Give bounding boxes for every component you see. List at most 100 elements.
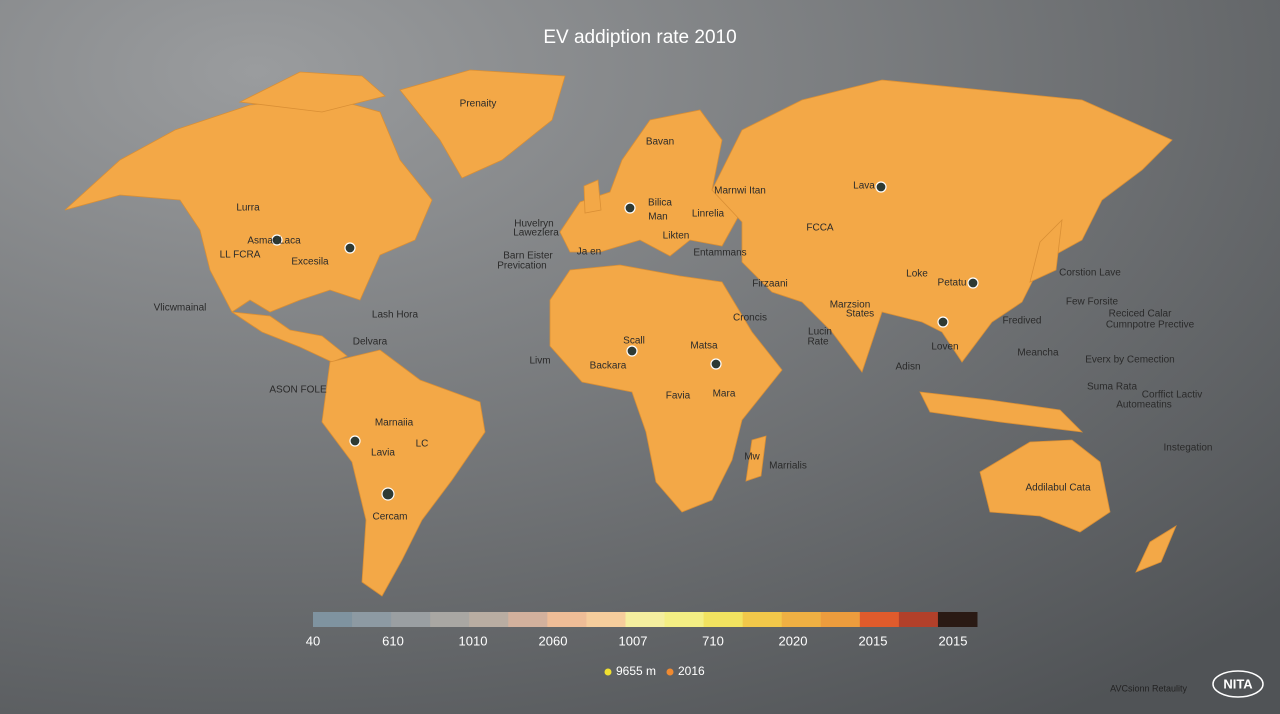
- new-zealand: [1135, 525, 1177, 573]
- place-label: Prevication: [497, 261, 546, 272]
- pin: [710, 358, 722, 370]
- colorbar-label: 1010: [459, 633, 488, 648]
- place-label: Vlicwmainal: [154, 303, 207, 314]
- pin: [937, 316, 949, 328]
- colorbar-label: 40: [306, 633, 320, 648]
- colorbar: 40 610 1010 2060 1007 710 2020 2015 2015: [306, 612, 978, 648]
- colorbar-swatch: [547, 612, 587, 627]
- place-label: Loke: [906, 269, 928, 280]
- colorbar-swatch: [781, 612, 822, 627]
- legend-label: 2016: [678, 664, 705, 678]
- footer: AVCsionn Retaulity: [1110, 683, 1187, 693]
- south-america: [321, 349, 486, 597]
- legend-dot: [666, 668, 674, 676]
- colorbar-label: 1007: [619, 633, 648, 648]
- colorbar-swatch: [391, 612, 431, 627]
- place-label: Lava: [853, 181, 875, 192]
- place-label: States: [846, 309, 874, 320]
- logo-ring: [1212, 670, 1264, 698]
- colorbar-swatch: [742, 612, 783, 627]
- place-label: Lawezlera: [513, 228, 559, 239]
- place-label: LC: [416, 439, 429, 450]
- place-label: Barn Eister: [503, 251, 553, 262]
- place-label: Likten: [663, 231, 690, 242]
- colorbar-label: 2015: [859, 633, 888, 648]
- colorbar-label: 2020: [779, 633, 808, 648]
- land: [64, 69, 1177, 597]
- place-label: Matsa: [690, 341, 718, 352]
- place-label: Automeatins: [1116, 400, 1172, 411]
- place-label: Suma Rata: [1087, 382, 1137, 393]
- legend-dot: [604, 668, 612, 676]
- place-label: Meancha: [1017, 348, 1059, 359]
- pin: [344, 242, 356, 254]
- legend: 9655 m 2016: [604, 664, 705, 678]
- place-label: ASON FOLE: [269, 385, 327, 396]
- place-label: Lucin: [808, 327, 832, 338]
- place-label: Livm: [529, 356, 550, 367]
- colorbar-swatch: [469, 612, 509, 627]
- place-label: Ja en: [577, 247, 601, 258]
- place-label: Few Forsite: [1066, 297, 1119, 308]
- colorbar-swatch: [586, 612, 626, 627]
- colorbar-swatch: [820, 612, 861, 627]
- pin: [381, 487, 395, 501]
- madagascar: [745, 435, 767, 482]
- place-label: Loven: [931, 342, 958, 353]
- place-label: Rate: [807, 337, 829, 348]
- place-label: Huvelryn: [514, 219, 553, 230]
- place-label: Cercam: [372, 512, 407, 523]
- place-label: Addilabul Cata: [1025, 483, 1090, 494]
- place-label: Man: [648, 212, 667, 223]
- place-label: Lash Hora: [372, 310, 419, 321]
- labels: Prenaity Bavan Lurra Asmar Laca LL FCRA Exces…: [154, 99, 1213, 523]
- colorbar-swatch: [625, 612, 666, 627]
- place-label: FCCA: [806, 223, 834, 234]
- colorbar-swatch: [430, 612, 470, 627]
- pins: [271, 181, 979, 501]
- colorbar-swatch: [937, 612, 978, 627]
- japan: [1029, 218, 1063, 283]
- greenland: [399, 69, 566, 179]
- colorbar-swatch: [313, 612, 353, 627]
- colorbar-swatch: [664, 612, 705, 627]
- place-label: Mw: [744, 452, 760, 463]
- colorbar-swatch: [703, 612, 744, 627]
- title: EV addiption rate 2010: [543, 27, 736, 48]
- colorbar-swatch: [352, 612, 392, 627]
- place-label: Entammans: [693, 248, 746, 259]
- place-label: Marrialis: [769, 461, 807, 472]
- place-label: Marzsion: [830, 300, 871, 311]
- place-label: Backara: [590, 361, 627, 372]
- pin: [624, 202, 636, 214]
- arctic-islands: [238, 71, 386, 113]
- australia: [979, 439, 1111, 533]
- colorbar-swatch: [898, 612, 939, 627]
- pin: [271, 234, 283, 246]
- britain: [583, 179, 602, 214]
- place-label: Petatu: [938, 278, 967, 289]
- place-label: Fredived: [1003, 316, 1042, 327]
- indonesia: [919, 391, 1084, 433]
- legend-label: 9655 m: [616, 664, 656, 678]
- place-label: Lavia: [371, 448, 395, 459]
- place-label: Reciced Calar: [1109, 309, 1172, 320]
- place-label: Croncis: [733, 313, 767, 324]
- logo: NITA: [1223, 676, 1253, 691]
- colorbar-swatch: [859, 612, 900, 627]
- place-label: Instegation: [1164, 443, 1213, 454]
- place-label: Corstion Lave: [1059, 268, 1121, 279]
- place-label: Cumnpotre Prective: [1106, 320, 1195, 331]
- place-label: Delvara: [353, 337, 388, 348]
- colorbar-label: 2060: [539, 633, 568, 648]
- pin: [875, 181, 887, 193]
- place-label: Linrelia: [692, 209, 725, 220]
- place-label: Marnaiia: [375, 418, 414, 429]
- africa: [549, 264, 783, 513]
- pin: [626, 345, 638, 357]
- place-label: Mara: [713, 389, 736, 400]
- place-label: Corffict Lactiv: [1142, 390, 1202, 401]
- place-label: Marnwi Itan: [714, 186, 766, 197]
- asia: [711, 79, 1173, 373]
